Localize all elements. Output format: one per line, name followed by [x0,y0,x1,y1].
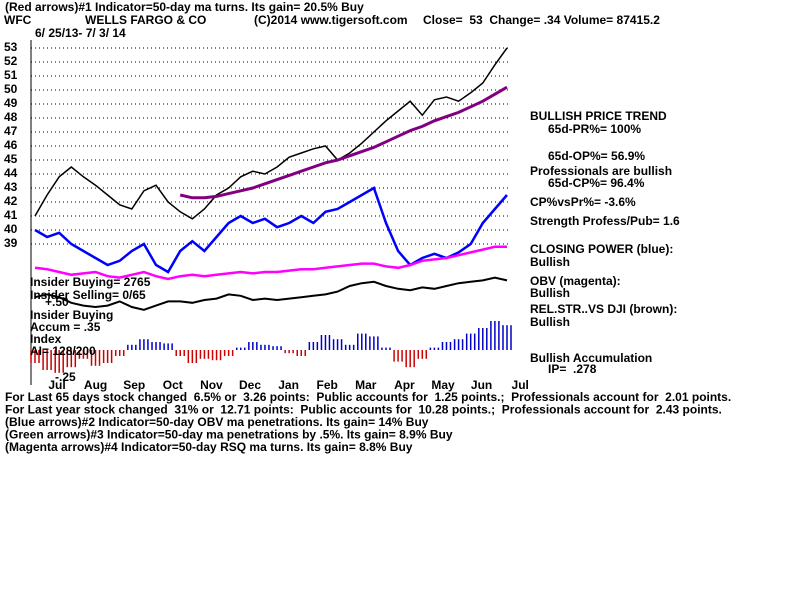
footer-line: (Green arrows)#3 Indicator=50-day ma pen… [5,428,453,442]
x-tick-label: Oct [163,378,183,392]
right-note: Bullish [530,286,570,300]
x-tick-label: May [431,378,455,392]
y-tick-label: 53 [4,40,18,54]
x-tick-label: Apr [394,378,415,392]
footer-line: For Last year stock changed 31% or 12.71… [5,403,722,417]
left-note: Insider Selling= 0/65 [30,288,146,302]
y-tick-label: 44 [4,166,18,180]
x-tick-label: Feb [317,378,338,392]
ticker: WFC [4,13,32,27]
y-tick-label: 43 [4,180,18,194]
y-tick-label: 46 [4,138,18,152]
right-note: OBV (magenta): [530,274,621,288]
series-line [179,85,508,200]
footer-line: For Last 65 days stock changed 6.5% or 3… [5,390,731,404]
x-tick-label: Jul [512,378,529,392]
x-tick-label: Jan [278,378,299,392]
company: WELLS FARGO & CO [85,13,206,27]
right-note: REL.STR..VS DJI (brown): [530,302,677,316]
right-note: BULLISH PRICE TREND [530,109,667,123]
x-tick-label: Aug [84,378,107,392]
right-note: CP%vsPr%= -3.6% [530,195,636,209]
left-note: Accum = .35 [30,320,101,334]
series-line [34,186,508,274]
left-note: +.50 [45,295,69,309]
right-note: Professionals are bullish [530,164,672,178]
footer-line: (Magenta arrows)#4 Indicator=50-day RSQ … [5,440,413,454]
y-tick-label: 48 [4,110,18,124]
y-tick-label: 42 [4,194,18,208]
series-line [34,245,507,281]
quote: Close= 53 Change= .34 Volume= 87415.2 [423,13,660,27]
left-note: Insider Buying [30,308,113,322]
right-note: 65d-CP%= 96.4% [548,176,645,190]
footer-line: (Blue arrows)#2 Indicator=50-day OBV ma … [5,415,429,429]
y-tick-label: 45 [4,152,18,166]
y-tick-label: 50 [4,82,18,96]
y-tick-label: 51 [4,68,18,82]
x-tick-label: Dec [239,378,261,392]
x-tick-label: Jun [471,378,492,392]
y-tick-label: 41 [4,208,18,222]
right-note: Bullish [530,315,570,329]
header: (Red arrows)#1 Indicator=50-day ma turns… [5,0,364,14]
left-note: -.25 [55,370,76,384]
y-tick-label: 39 [4,236,18,250]
right-note: 65d-PR%= 100% [548,122,641,136]
right-note: Bullish [530,255,570,269]
right-note: Bullish Accumulation [530,351,652,365]
series-line [34,276,508,311]
y-tick-label: 47 [4,124,18,138]
right-note: 65d-OP%= 56.9% [548,149,645,163]
right-note: Strength Profess/Pub= 1.6 [530,214,680,228]
y-tick-label: 40 [4,222,18,236]
right-note: IP= .278 [548,362,597,376]
left-note: AI= 128/200 [30,344,96,358]
x-tick-label: Mar [355,378,377,392]
x-tick-label: Nov [200,378,223,392]
left-note: Insider Buying= 2765 [30,275,151,289]
x-tick-label: Jul [48,378,65,392]
series-line [34,47,508,220]
y-tick-label: 49 [4,96,18,110]
copyright: (C)2014 www.tigersoft.com [254,13,408,27]
date-range: 6/ 25/13- 7/ 3/ 14 [35,26,126,40]
y-tick-label: 52 [4,54,18,68]
left-note: Index [30,332,62,346]
x-tick-label: Sep [123,378,145,392]
right-note: CLOSING POWER (blue): [530,242,673,256]
